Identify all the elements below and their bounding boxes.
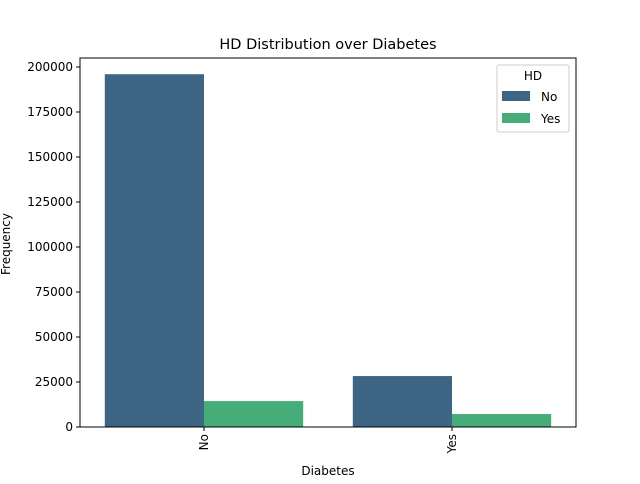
bar-yes-hd-no [352, 376, 452, 427]
y-axis-label: Frequency [0, 213, 13, 275]
axes-frame [79, 57, 577, 428]
bar-no-hd-yes [204, 401, 304, 427]
y-tick-label: 0 [65, 420, 73, 434]
legend-label-no: No [541, 90, 557, 104]
y-tick-label: 200000 [27, 60, 73, 74]
y-tick-label: 75000 [35, 285, 73, 299]
legend-title: HD [524, 69, 542, 83]
x-tick-label: No [197, 434, 211, 450]
bar-no-hd-no [104, 74, 204, 427]
y-tick-label: 50000 [35, 330, 73, 344]
plot-area [104, 74, 552, 427]
bar-yes-hd-yes [452, 414, 552, 427]
legend-label-yes: Yes [540, 112, 560, 126]
legend: HD No Yes [496, 64, 570, 133]
y-tick-label: 175000 [27, 105, 73, 119]
y-tick-label: 125000 [27, 195, 73, 209]
chart-title: HD Distribution over Diabetes [219, 37, 436, 53]
legend-swatch-no [502, 91, 530, 101]
axes: 0 25000 50000 75000 100000 125000 150000 175000… [27, 57, 577, 454]
legend-swatch-yes [502, 113, 530, 123]
x-tick-label: Yes [445, 434, 459, 454]
y-tick-label: 100000 [27, 240, 73, 254]
y-tick-label: 150000 [27, 150, 73, 164]
y-tick-label: 25000 [35, 375, 73, 389]
x-axis-label: Diabetes [301, 464, 354, 478]
